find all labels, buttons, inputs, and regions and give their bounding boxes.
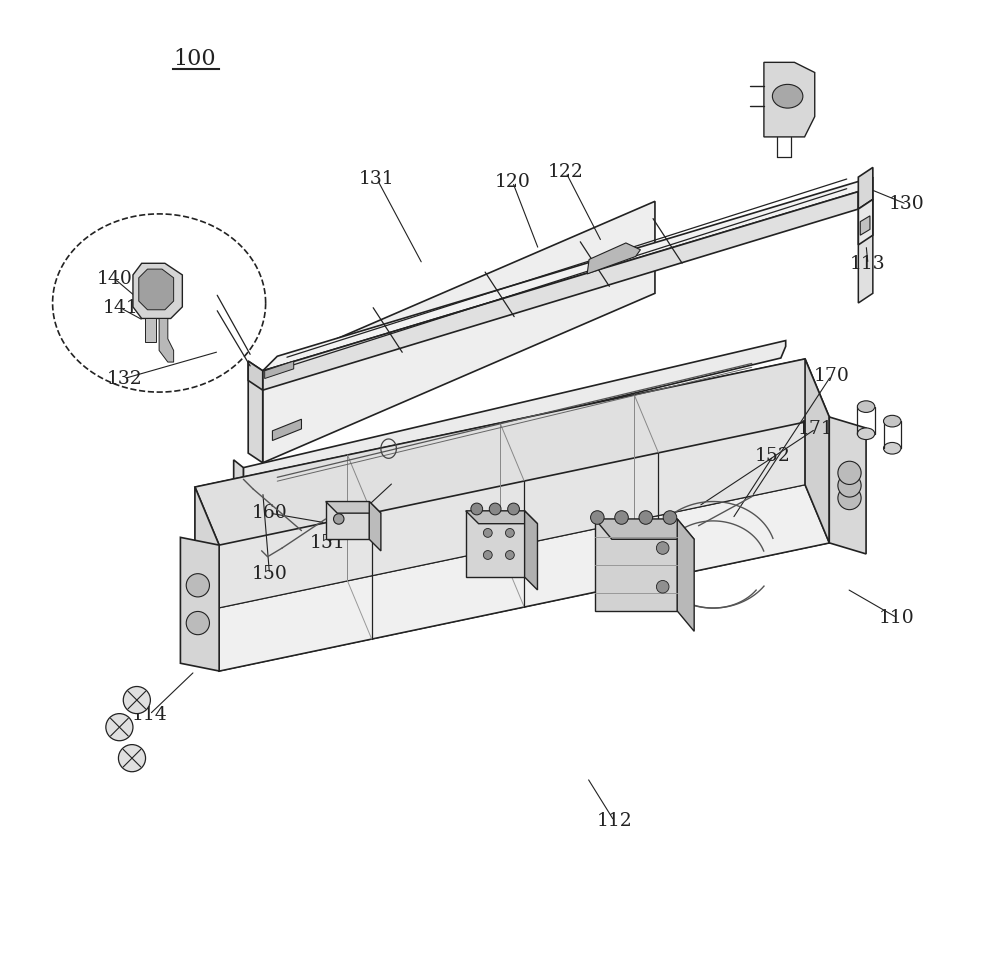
Polygon shape <box>263 177 873 371</box>
Polygon shape <box>145 318 156 342</box>
Polygon shape <box>525 510 537 590</box>
Polygon shape <box>195 487 219 671</box>
Polygon shape <box>219 417 829 671</box>
Circle shape <box>106 714 133 741</box>
Polygon shape <box>326 502 369 540</box>
Text: 150: 150 <box>252 565 287 583</box>
Polygon shape <box>326 502 381 513</box>
Text: 112: 112 <box>596 812 632 830</box>
Circle shape <box>186 612 209 635</box>
Circle shape <box>505 550 514 559</box>
Circle shape <box>838 486 861 509</box>
Polygon shape <box>860 216 870 235</box>
Ellipse shape <box>884 415 901 427</box>
Circle shape <box>505 529 514 538</box>
Text: 113: 113 <box>850 255 886 274</box>
Polygon shape <box>263 192 858 391</box>
Circle shape <box>483 529 492 538</box>
Circle shape <box>838 473 861 497</box>
Polygon shape <box>858 177 873 303</box>
Text: 160: 160 <box>252 505 287 522</box>
Polygon shape <box>805 358 829 543</box>
Polygon shape <box>858 168 873 209</box>
Text: 152: 152 <box>755 447 791 465</box>
Circle shape <box>615 510 628 524</box>
Text: 151: 151 <box>310 534 345 552</box>
Text: 171: 171 <box>798 420 834 438</box>
Circle shape <box>118 744 146 771</box>
Polygon shape <box>195 485 829 671</box>
Text: 100: 100 <box>174 48 216 70</box>
Polygon shape <box>587 243 640 274</box>
Circle shape <box>656 542 669 554</box>
Text: 141: 141 <box>102 299 138 317</box>
Polygon shape <box>234 460 243 487</box>
Circle shape <box>656 581 669 593</box>
Polygon shape <box>243 341 786 487</box>
Polygon shape <box>195 358 805 613</box>
Circle shape <box>489 504 501 515</box>
Polygon shape <box>466 510 537 524</box>
Ellipse shape <box>772 85 803 108</box>
Text: 132: 132 <box>106 369 142 388</box>
Circle shape <box>838 462 861 484</box>
Polygon shape <box>195 358 829 545</box>
Polygon shape <box>466 510 525 577</box>
Polygon shape <box>248 361 263 391</box>
Polygon shape <box>139 269 174 310</box>
Polygon shape <box>263 202 655 463</box>
Text: 122: 122 <box>548 164 584 181</box>
Polygon shape <box>265 361 294 379</box>
Polygon shape <box>858 200 873 244</box>
Text: 120: 120 <box>495 173 531 191</box>
Circle shape <box>123 687 150 714</box>
Text: 114: 114 <box>132 705 167 724</box>
Text: 130: 130 <box>889 195 925 213</box>
Polygon shape <box>248 361 263 463</box>
Circle shape <box>591 510 604 524</box>
Circle shape <box>334 513 344 524</box>
Polygon shape <box>677 519 694 631</box>
Text: 140: 140 <box>97 270 132 287</box>
Ellipse shape <box>857 428 875 439</box>
Polygon shape <box>272 419 301 440</box>
Polygon shape <box>369 502 381 551</box>
Polygon shape <box>829 417 866 554</box>
Ellipse shape <box>884 442 901 454</box>
Polygon shape <box>595 519 694 540</box>
Circle shape <box>471 504 483 515</box>
Text: 170: 170 <box>813 366 849 385</box>
Polygon shape <box>764 62 815 137</box>
Text: 131: 131 <box>359 170 395 188</box>
Circle shape <box>508 504 519 515</box>
Polygon shape <box>595 519 677 611</box>
Polygon shape <box>180 538 219 671</box>
Polygon shape <box>159 318 174 362</box>
Text: 110: 110 <box>879 609 915 626</box>
Polygon shape <box>133 263 182 318</box>
Circle shape <box>483 550 492 559</box>
Circle shape <box>639 510 653 524</box>
Ellipse shape <box>857 401 875 412</box>
Circle shape <box>663 510 677 524</box>
Circle shape <box>186 574 209 597</box>
